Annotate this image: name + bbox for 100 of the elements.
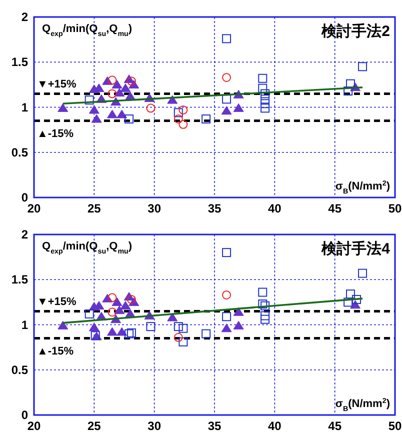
point [174, 114, 183, 124]
point [260, 104, 270, 113]
point [106, 110, 118, 118]
point [174, 332, 183, 342]
point [120, 84, 131, 92]
point [108, 76, 117, 85]
point [344, 86, 353, 96]
point [174, 108, 183, 118]
point [258, 74, 268, 83]
point [174, 322, 183, 332]
y-axis-title: Q$_{exp}$/min(Q$_{su}$,Q$_{mu}$) [42, 23, 132, 38]
point [222, 34, 232, 44]
point [120, 301, 131, 310]
y-tick-label: 1 [21, 318, 28, 332]
x-tick-label: 35 [208, 419, 222, 433]
point [178, 120, 188, 129]
point [84, 96, 94, 105]
point [233, 320, 244, 330]
chart-title: 検討手法2 [320, 23, 390, 40]
point [222, 290, 232, 300]
x-tick-label: 35 [208, 202, 222, 216]
point [344, 298, 353, 307]
point [260, 94, 270, 104]
point [126, 76, 136, 86]
point [260, 301, 270, 310]
x-tick-label: 45 [328, 202, 342, 216]
point [233, 103, 244, 112]
x-tick-label: 20 [27, 419, 41, 433]
point [167, 95, 178, 104]
point [221, 324, 232, 332]
x-tick-label: 45 [328, 419, 342, 433]
point [112, 297, 122, 306]
point [260, 311, 270, 320]
point [260, 314, 270, 324]
point [178, 105, 188, 114]
point [202, 114, 211, 124]
y-tick-label: 2 [21, 228, 28, 242]
x-tick-label: 30 [148, 419, 162, 433]
y-tick-label: 0 [21, 408, 28, 422]
point [258, 288, 268, 297]
point [346, 290, 355, 299]
x-tick-label: 25 [87, 202, 102, 216]
y-tick-label: 1.5 [11, 272, 28, 287]
point [260, 99, 270, 108]
ref-line-label: ▲-15% [37, 128, 74, 140]
ref-line-label: ▼+15% [37, 296, 77, 308]
chart-title: 検討手法4 [320, 240, 391, 258]
ref-line-label: ▲-15% [37, 345, 74, 358]
y-tick-label: 0 [21, 190, 28, 204]
point [146, 104, 156, 113]
x-tick-label: 50 [388, 202, 402, 216]
x-axis-title: σ$_{B}$(N/mm$^{2}$) [335, 180, 390, 196]
point [124, 329, 134, 338]
y-axis-title: Q$_{exp}$/min(Q$_{su}$,Q$_{mu}$) [42, 240, 132, 256]
point [106, 327, 118, 336]
point [222, 312, 232, 322]
point [108, 89, 117, 98]
point [222, 248, 232, 258]
x-axis-title: σ$_{B}$(N/mm$^{2}$) [335, 397, 390, 413]
x-tick-label: 30 [148, 202, 162, 216]
point [114, 306, 125, 314]
point [126, 294, 136, 304]
point [178, 324, 188, 333]
point [88, 322, 100, 332]
x-tick-label: 40 [268, 419, 282, 433]
point [114, 88, 125, 97]
point [112, 80, 122, 88]
point [258, 299, 268, 308]
point [108, 308, 117, 317]
point [108, 293, 117, 302]
point [88, 105, 100, 114]
x-tick-label: 50 [388, 419, 402, 433]
point [167, 312, 178, 322]
point [178, 337, 188, 346]
point [116, 110, 128, 118]
y-tick-label: 0.5 [11, 145, 28, 160]
point [233, 307, 244, 316]
x-tick-label: 25 [87, 419, 102, 433]
point [352, 294, 361, 304]
ref-line-label: ▼+15% [37, 78, 77, 91]
point [358, 62, 368, 72]
x-tick-label: 20 [27, 202, 41, 216]
point [124, 114, 134, 124]
point [260, 89, 270, 98]
point [116, 327, 128, 336]
y-tick-label: 1 [21, 100, 28, 114]
y-tick-label: 1.5 [11, 55, 28, 70]
point [58, 320, 68, 330]
x-tick-label: 40 [268, 202, 282, 216]
point [202, 329, 211, 338]
point [84, 309, 94, 318]
point [91, 114, 102, 123]
point [221, 106, 232, 115]
point [58, 103, 68, 112]
point [126, 328, 136, 338]
point [146, 322, 156, 332]
point [222, 72, 232, 82]
point [358, 268, 368, 278]
y-tick-label: 2 [21, 10, 28, 24]
y-tick-label: 0.5 [11, 362, 28, 377]
